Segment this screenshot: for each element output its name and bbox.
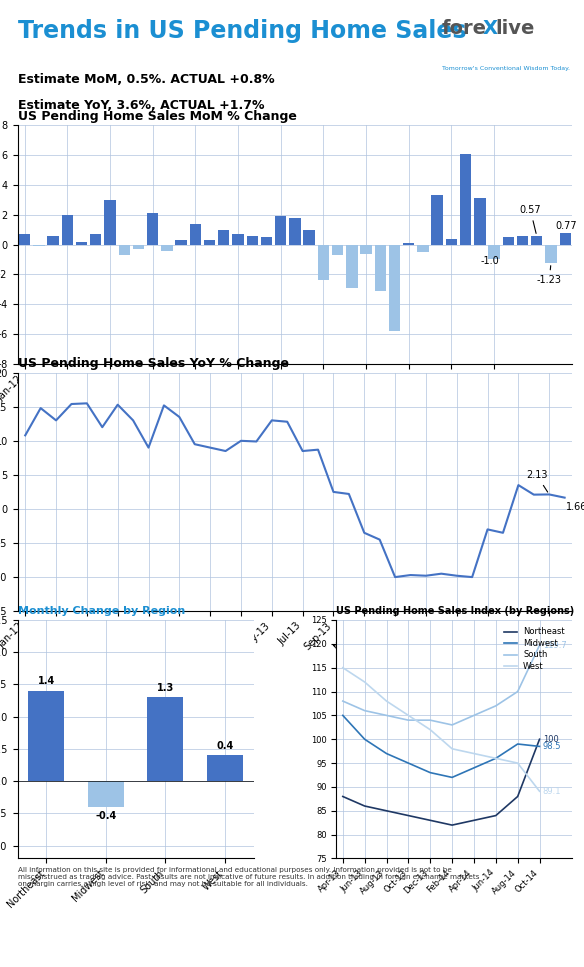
Text: -1.23: -1.23 xyxy=(537,266,562,285)
Text: All information on this site is provided for informational and educational purpo: All information on this site is provided… xyxy=(18,867,479,888)
Bar xyxy=(148,697,183,781)
Bar xyxy=(432,195,443,245)
Bar xyxy=(76,242,87,245)
Bar xyxy=(204,240,215,245)
Text: fore: fore xyxy=(442,19,487,39)
Text: Monthly Change by Region: Monthly Change by Region xyxy=(18,606,185,616)
Bar xyxy=(389,245,400,331)
Bar xyxy=(332,245,343,255)
Bar xyxy=(318,245,329,280)
Bar xyxy=(62,215,73,245)
Text: US Pending Home Sales YoY % Change: US Pending Home Sales YoY % Change xyxy=(18,357,288,370)
Bar xyxy=(175,240,187,245)
Bar xyxy=(545,245,557,263)
Text: live: live xyxy=(496,19,535,39)
Bar xyxy=(218,230,230,245)
Bar xyxy=(207,755,243,781)
Bar xyxy=(304,230,315,245)
Text: 1.4: 1.4 xyxy=(37,676,55,687)
Text: -1.0: -1.0 xyxy=(481,256,499,266)
Bar xyxy=(531,236,543,245)
Text: 0.4: 0.4 xyxy=(216,741,234,750)
Bar xyxy=(261,237,272,245)
Bar xyxy=(47,236,59,245)
Bar xyxy=(133,245,144,249)
Bar xyxy=(119,245,130,255)
Bar xyxy=(190,223,201,245)
Bar xyxy=(488,245,500,259)
Bar xyxy=(33,245,44,246)
Text: 1.66: 1.66 xyxy=(566,502,584,512)
Text: 119.7: 119.7 xyxy=(543,641,566,650)
Text: 1.3: 1.3 xyxy=(157,683,174,692)
Text: 98.5: 98.5 xyxy=(543,742,561,751)
Bar xyxy=(275,217,286,245)
Bar xyxy=(417,245,429,252)
Bar xyxy=(559,233,571,245)
Text: 100: 100 xyxy=(543,735,558,744)
Text: US Pending Home Sales MoM % Change: US Pending Home Sales MoM % Change xyxy=(18,110,297,123)
Text: US Pending Home Sales Index (by Regions): US Pending Home Sales Index (by Regions) xyxy=(336,606,575,616)
Bar xyxy=(503,237,514,245)
Text: Estimate MoM, 0.5%. ACTUAL +0.8%: Estimate MoM, 0.5%. ACTUAL +0.8% xyxy=(18,73,274,86)
Text: -0.4: -0.4 xyxy=(95,811,116,821)
Bar xyxy=(517,236,528,245)
Bar xyxy=(474,198,485,245)
Text: X: X xyxy=(482,19,498,39)
Bar xyxy=(360,245,372,253)
Bar xyxy=(446,239,457,245)
Bar xyxy=(90,234,102,245)
Bar xyxy=(147,214,158,245)
Bar xyxy=(289,218,301,245)
Bar xyxy=(460,154,471,245)
Bar xyxy=(246,236,258,245)
Bar xyxy=(19,234,30,245)
Text: 0.57: 0.57 xyxy=(520,205,541,233)
Text: 2.13: 2.13 xyxy=(526,470,548,492)
Bar xyxy=(161,245,173,250)
Bar xyxy=(105,200,116,245)
Text: 0.77: 0.77 xyxy=(556,221,578,231)
Bar xyxy=(403,243,415,245)
Text: Estimate YoY, 3.6%, ACTUAL +1.7%: Estimate YoY, 3.6%, ACTUAL +1.7% xyxy=(18,99,264,112)
Bar xyxy=(232,234,244,245)
Text: Tomorrow's Conventional Wisdom Today.: Tomorrow's Conventional Wisdom Today. xyxy=(442,66,570,71)
Text: 89.1: 89.1 xyxy=(543,787,561,796)
Bar xyxy=(88,781,124,806)
Bar xyxy=(374,245,386,291)
Text: Trends in US Pending Home Sales: Trends in US Pending Home Sales xyxy=(18,19,466,44)
Bar xyxy=(346,245,357,288)
Legend: Northeast, Midwest, South, West: Northeast, Midwest, South, West xyxy=(500,624,568,674)
Bar xyxy=(28,690,64,781)
